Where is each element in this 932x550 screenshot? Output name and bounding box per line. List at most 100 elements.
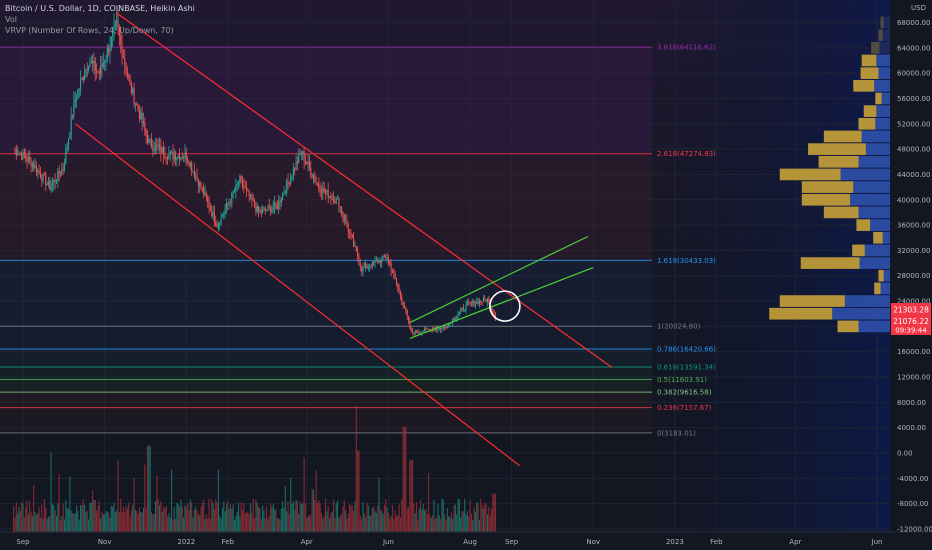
- candle-body: [267, 205, 269, 211]
- candle-body: [315, 181, 317, 183]
- candle-body: [345, 220, 347, 222]
- volume-bar: [176, 502, 178, 532]
- candle-body: [251, 194, 253, 200]
- candle-body: [452, 318, 454, 324]
- volume-bar: [141, 512, 143, 532]
- candle-body: [132, 88, 134, 93]
- candle-body: [18, 153, 20, 155]
- candle-body: [179, 155, 181, 160]
- candle-body: [199, 181, 201, 187]
- candle-body: [78, 88, 80, 90]
- candle-body: [359, 263, 361, 268]
- candle-body: [84, 75, 86, 81]
- x-tick-label: 2022: [177, 538, 195, 546]
- candle-body: [69, 134, 71, 139]
- volume-profile-down-bar: [880, 16, 884, 29]
- volume-bar: [157, 498, 159, 532]
- volume-bar: [46, 518, 48, 532]
- volume-bar: [47, 516, 49, 532]
- candle-body: [43, 173, 45, 176]
- symbol-title[interactable]: Bitcoin / U.S. Dollar, 1D, COINBASE, Hei…: [5, 4, 195, 13]
- volume-profile-up-bar: [859, 257, 890, 269]
- candle-body: [424, 328, 426, 332]
- volume-bar: [489, 516, 491, 532]
- candle-body: [486, 298, 489, 302]
- volume-bar: [124, 512, 126, 532]
- volume-bar: [152, 514, 154, 532]
- volume-bar: [58, 473, 60, 532]
- volume-bar: [97, 505, 99, 532]
- volume-bar: [187, 502, 189, 532]
- fib-level-label: 0.786(16420.66): [657, 346, 716, 354]
- volume-bar: [470, 513, 472, 532]
- candle-body: [369, 266, 371, 268]
- candle-body: [299, 154, 301, 155]
- volume-bar: [104, 514, 106, 532]
- candle-body: [247, 189, 249, 191]
- fib-level-label: 0.236(7157.67): [657, 404, 712, 412]
- y-tick-label: 8000.00: [897, 399, 926, 407]
- candle-body: [363, 267, 365, 269]
- fib-zone: [0, 349, 652, 367]
- volume-bar: [350, 505, 352, 532]
- volume-bar: [457, 498, 459, 532]
- volume-bar: [233, 519, 236, 532]
- volume-bar: [156, 475, 158, 532]
- candle-body: [239, 176, 241, 184]
- volume-bar: [30, 511, 32, 532]
- candle-body: [185, 152, 187, 160]
- volume-bar: [358, 450, 360, 532]
- y-tick-label: 32000.00: [897, 247, 930, 255]
- candle-body: [421, 331, 423, 333]
- time-axis[interactable]: Sep Nov 2022 Feb Apr Jun Aug Sep Nov 2023 Feb Apr Ju…: [16, 538, 882, 546]
- candle-body: [468, 301, 470, 303]
- candle-body: [204, 192, 206, 195]
- candle-body: [415, 330, 418, 333]
- volume-bar: [426, 514, 428, 532]
- candle-body: [245, 187, 248, 190]
- vrvp-indicator-label[interactable]: VRVP (Number Of Rows, 24, Up/Down, 70): [5, 26, 174, 35]
- fibonacci-levels: 3.618(64116.62) 2.618(47274.83) 1.618(3043…: [0, 44, 716, 437]
- volume-bar: [418, 508, 420, 532]
- candle-body: [266, 210, 268, 211]
- volume-bar: [169, 517, 171, 532]
- volume-bar: [59, 519, 62, 532]
- volume-bar: [476, 501, 478, 532]
- volume-bar: [260, 518, 262, 532]
- candle-body: [446, 327, 448, 329]
- candle-body: [460, 308, 462, 312]
- volume-bar: [146, 445, 149, 532]
- candle-body: [389, 260, 391, 265]
- candle-body: [122, 56, 124, 59]
- volume-bar: [35, 514, 37, 532]
- volume-bar: [374, 511, 376, 532]
- volume-bar: [27, 513, 29, 532]
- volume-profile-up-bar: [861, 130, 890, 143]
- candle-body: [65, 149, 67, 164]
- volume-profile-up-bar: [883, 16, 890, 29]
- candle-body: [440, 327, 442, 330]
- volume-bar: [193, 509, 195, 532]
- x-tick-label: Nov: [586, 538, 600, 546]
- candle-body: [104, 61, 106, 64]
- candle-body: [233, 191, 236, 193]
- volume-bar: [367, 505, 369, 532]
- volume-bar: [347, 513, 349, 532]
- volume-indicator-label[interactable]: Vol: [5, 15, 17, 24]
- volume-bar: [456, 514, 458, 532]
- candle-body: [445, 327, 447, 329]
- candle-body: [274, 202, 276, 208]
- volume-bar: [211, 499, 213, 532]
- volume-bar: [22, 503, 24, 532]
- volume-bar: [361, 519, 363, 532]
- candle-body: [441, 327, 443, 330]
- candle-body: [66, 146, 68, 150]
- candle-body: [448, 323, 450, 328]
- volume-profile-up-bar: [876, 54, 890, 67]
- volume-bar: [93, 499, 95, 532]
- volume-bar: [145, 507, 147, 532]
- volume-bar: [110, 505, 112, 532]
- candle-body: [150, 139, 153, 147]
- candle-body: [365, 264, 367, 268]
